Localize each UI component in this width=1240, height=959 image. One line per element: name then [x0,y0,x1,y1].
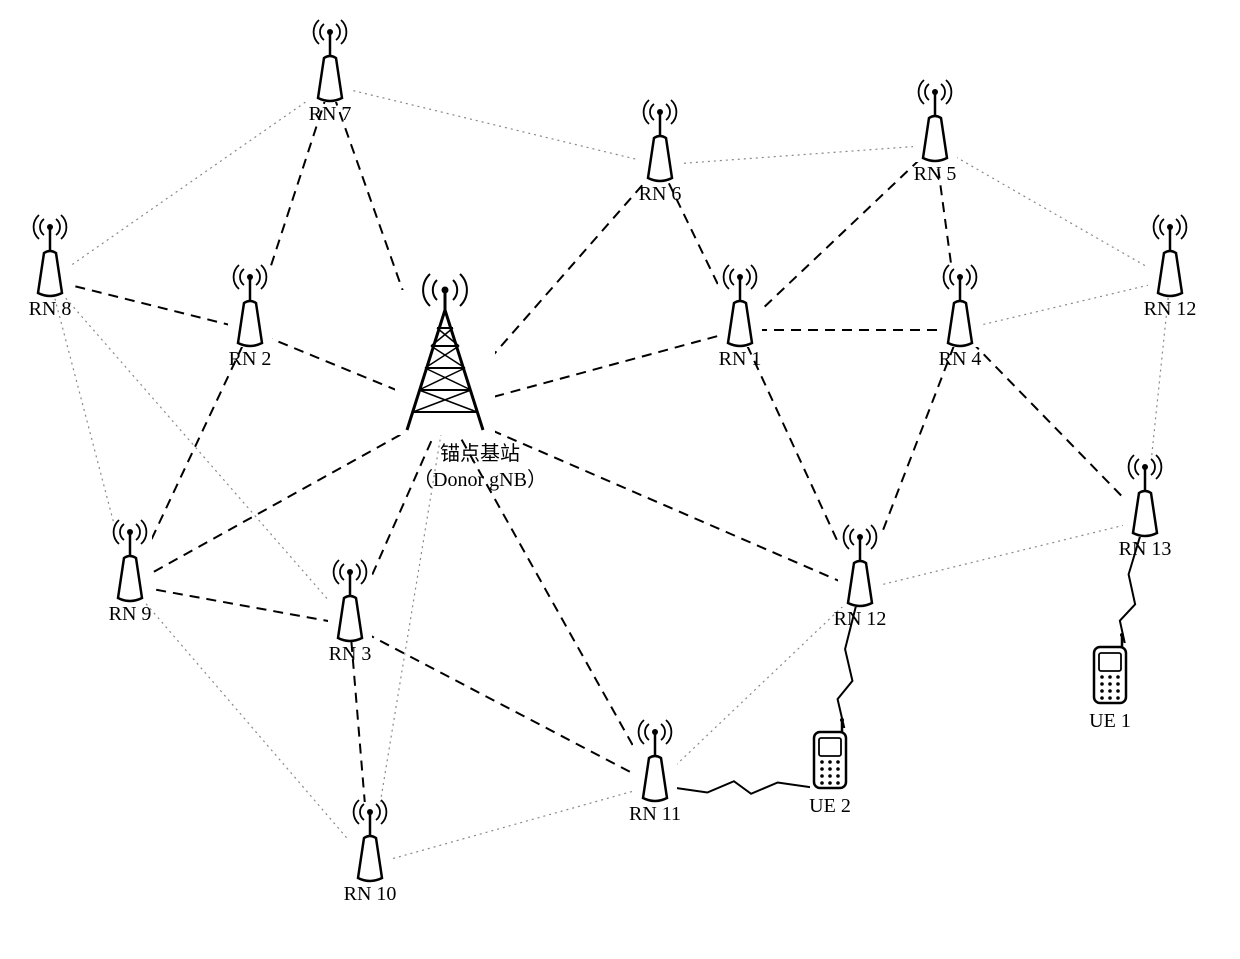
edge-donor-rn12a [445,410,860,590]
label-rn7: RN 7 [309,103,352,125]
relay-node-rn4: RN 4 [938,265,982,370]
relay-node-rn12b: RN 12 [1144,215,1197,320]
relay-node-rn10: RN 10 [344,800,397,905]
edge-rn1-rn5 [740,145,935,330]
nodes-layer: 锚点基站 （Donor gNB） RN 1 RN 2 RN 3 RN 4 RN 5 RN 6 R… [28,20,1196,905]
ue-ue1: UE 1 [1089,633,1131,732]
relay-node-rn2: RN 2 [228,265,272,370]
label-rn13: RN 13 [1119,538,1172,560]
label-rn4: RN 4 [939,348,982,370]
label-rn3: RN 3 [329,643,372,665]
edge-rn3-rn9 [130,585,350,625]
edge-rn3-rn11 [350,625,655,785]
donor-tower: 锚点基站 （Donor gNB） [395,274,547,491]
edge-rn2-rn8 [50,280,250,330]
edge-rn8-rn3 [50,280,350,625]
tower-label-2: （Donor gNB） [413,468,547,491]
edge-rn6-rn5 [660,145,935,165]
edges-layer [50,85,1170,865]
relay-node-rn13: RN 13 [1119,455,1172,560]
label-rn1: RN 1 [719,348,762,370]
edge-rn7-rn6 [330,85,660,165]
relay-node-rn9: RN 9 [108,520,152,625]
label-rn10: RN 10 [344,883,397,905]
edge-rn5-rn12b [935,145,1170,280]
edge-rn11-rn10 [370,785,655,865]
ue-ue2: UE 2 [809,718,851,817]
edge-donor-rn11 [445,410,655,785]
label-rn5: RN 5 [914,163,957,185]
relay-node-rn6: RN 6 [638,100,682,205]
network-diagram: 锚点基站 （Donor gNB） RN 1 RN 2 RN 3 RN 4 RN 5 RN 6 R… [0,0,1240,959]
relay-node-rn5: RN 5 [913,80,957,185]
label-rn12a: RN 12 [834,608,887,630]
label-rn2: RN 2 [229,348,272,370]
relay-node-rn7: RN 7 [308,20,352,125]
label-ue1: UE 1 [1089,710,1131,732]
wireless-rn11-ue2 [655,781,830,793]
relay-node-rn8: RN 8 [28,215,72,320]
label-rn8: RN 8 [29,298,72,320]
label-ue2: UE 2 [809,795,851,817]
relay-node-rn3: RN 3 [328,560,372,665]
edge-donor-rn9 [130,410,445,585]
tower-label-1: 锚点基站 [440,442,520,465]
edge-rn4-rn13 [960,330,1145,520]
label-rn6: RN 6 [639,183,682,205]
relay-node-rn1: RN 1 [718,265,762,370]
edge-rn7-rn8 [50,85,330,280]
label-rn11: RN 11 [629,803,681,825]
label-rn9: RN 9 [109,603,152,625]
relay-node-rn11: RN 11 [629,720,681,825]
label-rn12b: RN 12 [1144,298,1197,320]
edge-rn4-rn12b [960,280,1170,330]
edge-rn12a-rn13 [860,520,1145,590]
relay-node-rn12a: RN 12 [834,525,887,630]
